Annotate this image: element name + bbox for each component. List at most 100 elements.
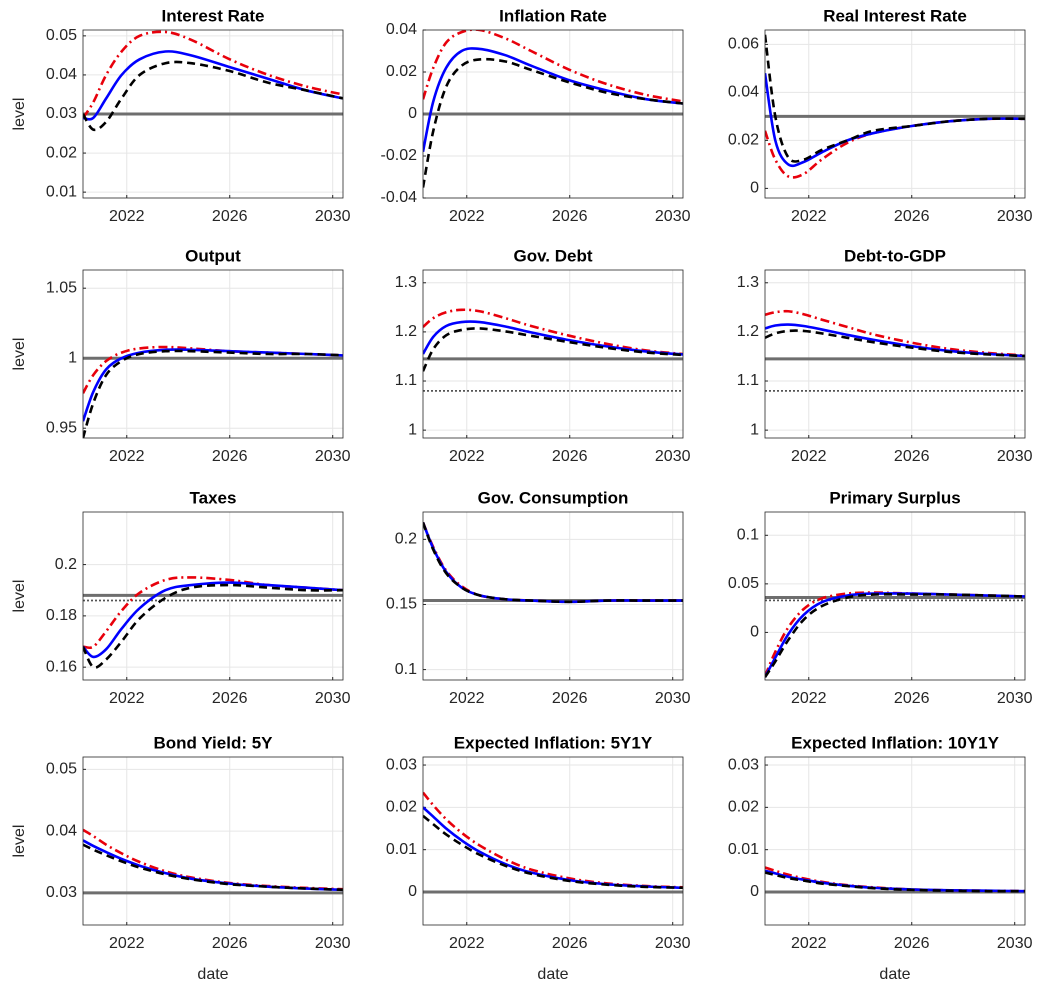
y-tick-label: 0.03 <box>46 105 77 122</box>
panel: 2022 2026 2030 0 0.01 0.02 0.03 Expected Inflat… <box>386 733 691 983</box>
axes-box <box>422 269 684 439</box>
x-tick-label: 2026 <box>894 935 930 952</box>
axes-box <box>422 29 684 199</box>
y-tick-label: 0.1 <box>395 661 417 678</box>
x-tick-label: 2026 <box>894 208 930 225</box>
y-tick-label: -0.04 <box>381 189 418 206</box>
y-tick-label: 1.3 <box>737 274 759 291</box>
x-axis-label: date <box>197 966 228 983</box>
y-tick-label: 0 <box>750 883 759 900</box>
y-tick-label: 0.02 <box>46 144 77 161</box>
panel-title: Expected Inflation: 10Y1Y <box>791 733 999 752</box>
x-tick-label: 2022 <box>449 690 485 707</box>
x-tick-label: 2026 <box>894 690 930 707</box>
x-tick-label: 2022 <box>109 448 145 465</box>
x-tick-label: 2030 <box>655 448 691 465</box>
x-tick-label: 2030 <box>655 208 691 225</box>
y-tick-label: 1 <box>750 421 759 438</box>
y-tick-label: 0.03 <box>728 756 759 773</box>
panel-title: Interest Rate <box>162 6 265 25</box>
y-tick-label: 0 <box>750 624 759 641</box>
axes-box <box>82 511 344 681</box>
panel: 2022 2026 2030 0 0.05 0.1 Primary Surplus <box>728 488 1033 707</box>
y-tick-label: 1 <box>408 421 417 438</box>
y-tick-label: 0.05 <box>728 575 759 592</box>
panel-title: Primary Surplus <box>829 488 960 507</box>
panel-title: Real Interest Rate <box>823 6 967 25</box>
y-axis-label: level <box>11 580 28 613</box>
x-tick-label: 2022 <box>109 208 145 225</box>
x-tick-label: 2026 <box>212 208 248 225</box>
y-tick-label: 0.1 <box>737 527 759 544</box>
panel-title: Debt-to-GDP <box>844 246 946 265</box>
panel-title: Expected Inflation: 5Y1Y <box>454 733 653 752</box>
y-tick-label: 0.15 <box>386 596 417 613</box>
x-tick-label: 2022 <box>791 208 827 225</box>
series-line <box>765 592 1025 678</box>
axes-box <box>764 756 1026 926</box>
series-line <box>765 309 1025 357</box>
x-tick-label: 2022 <box>791 935 827 952</box>
series-line <box>423 814 683 890</box>
x-tick-label: 2030 <box>315 935 351 952</box>
series-line <box>83 828 343 891</box>
series-line <box>765 34 1025 163</box>
series-line <box>765 591 1025 677</box>
panel: 2022 2026 2030 0.03 0.04 0.05 Bond Yield: 5Y le… <box>11 733 350 983</box>
series-line <box>765 593 1025 678</box>
y-tick-label: 0.2 <box>395 531 417 548</box>
x-tick-label: 2022 <box>791 690 827 707</box>
x-axis-label: date <box>879 966 910 983</box>
plot-area <box>765 757 1025 925</box>
series-line <box>423 320 683 356</box>
series-line <box>83 30 343 119</box>
y-tick-label: 0.03 <box>46 884 77 901</box>
y-tick-label: 0.2 <box>55 556 77 573</box>
x-tick-label: 2022 <box>109 935 145 952</box>
series-line <box>765 329 1025 358</box>
y-tick-label: 0.16 <box>46 658 77 675</box>
y-tick-label: 1.1 <box>395 372 417 389</box>
y-tick-label: 0.04 <box>728 84 759 101</box>
axes-box <box>422 511 684 681</box>
y-tick-label: 0.01 <box>386 841 417 858</box>
x-tick-label: 2030 <box>315 208 351 225</box>
axes-box <box>422 756 684 926</box>
series-line <box>423 57 683 188</box>
axes-box <box>764 269 1026 439</box>
x-tick-label: 2026 <box>894 448 930 465</box>
y-tick-label: 0.06 <box>728 36 759 53</box>
axes-box <box>82 269 344 439</box>
y-tick-label: -0.02 <box>381 147 418 164</box>
y-tick-label: 1.2 <box>395 323 417 340</box>
panel: 2022 2026 2030 1 1.1 1.2 1.3 Gov. Debt <box>395 246 691 465</box>
y-tick-label: 0 <box>408 105 417 122</box>
x-tick-label: 2030 <box>315 690 351 707</box>
axes-box <box>82 756 344 926</box>
y-tick-label: 0.04 <box>46 822 77 839</box>
y-tick-label: 0 <box>750 180 759 197</box>
series-line <box>83 349 343 438</box>
x-tick-label: 2022 <box>449 208 485 225</box>
axes-box <box>764 29 1026 199</box>
series-line <box>423 308 683 356</box>
x-tick-label: 2030 <box>997 690 1033 707</box>
x-tick-label: 2030 <box>997 208 1033 225</box>
panel: 2022 2026 2030 0.16 0.18 0.2 Taxes level <box>11 488 350 707</box>
y-tick-label: 0.05 <box>46 761 77 778</box>
panel-title: Output <box>185 246 241 265</box>
x-tick-label: 2026 <box>212 690 248 707</box>
x-tick-label: 2026 <box>552 690 588 707</box>
x-tick-label: 2022 <box>449 935 485 952</box>
y-tick-label: 0.95 <box>46 419 77 436</box>
x-tick-label: 2030 <box>655 935 691 952</box>
y-tick-label: 1.2 <box>737 323 759 340</box>
plot-area <box>423 512 683 680</box>
y-tick-label: 0.02 <box>728 132 759 149</box>
x-tick-label: 2026 <box>552 208 588 225</box>
panel: 2022 2026 2030 1 1.1 1.2 1.3 Debt-to-GDP <box>737 246 1033 465</box>
x-axis-label: date <box>537 966 568 983</box>
plot-area <box>765 30 1025 198</box>
y-tick-label: 0.04 <box>386 21 417 38</box>
y-tick-label: 0.04 <box>46 66 77 83</box>
